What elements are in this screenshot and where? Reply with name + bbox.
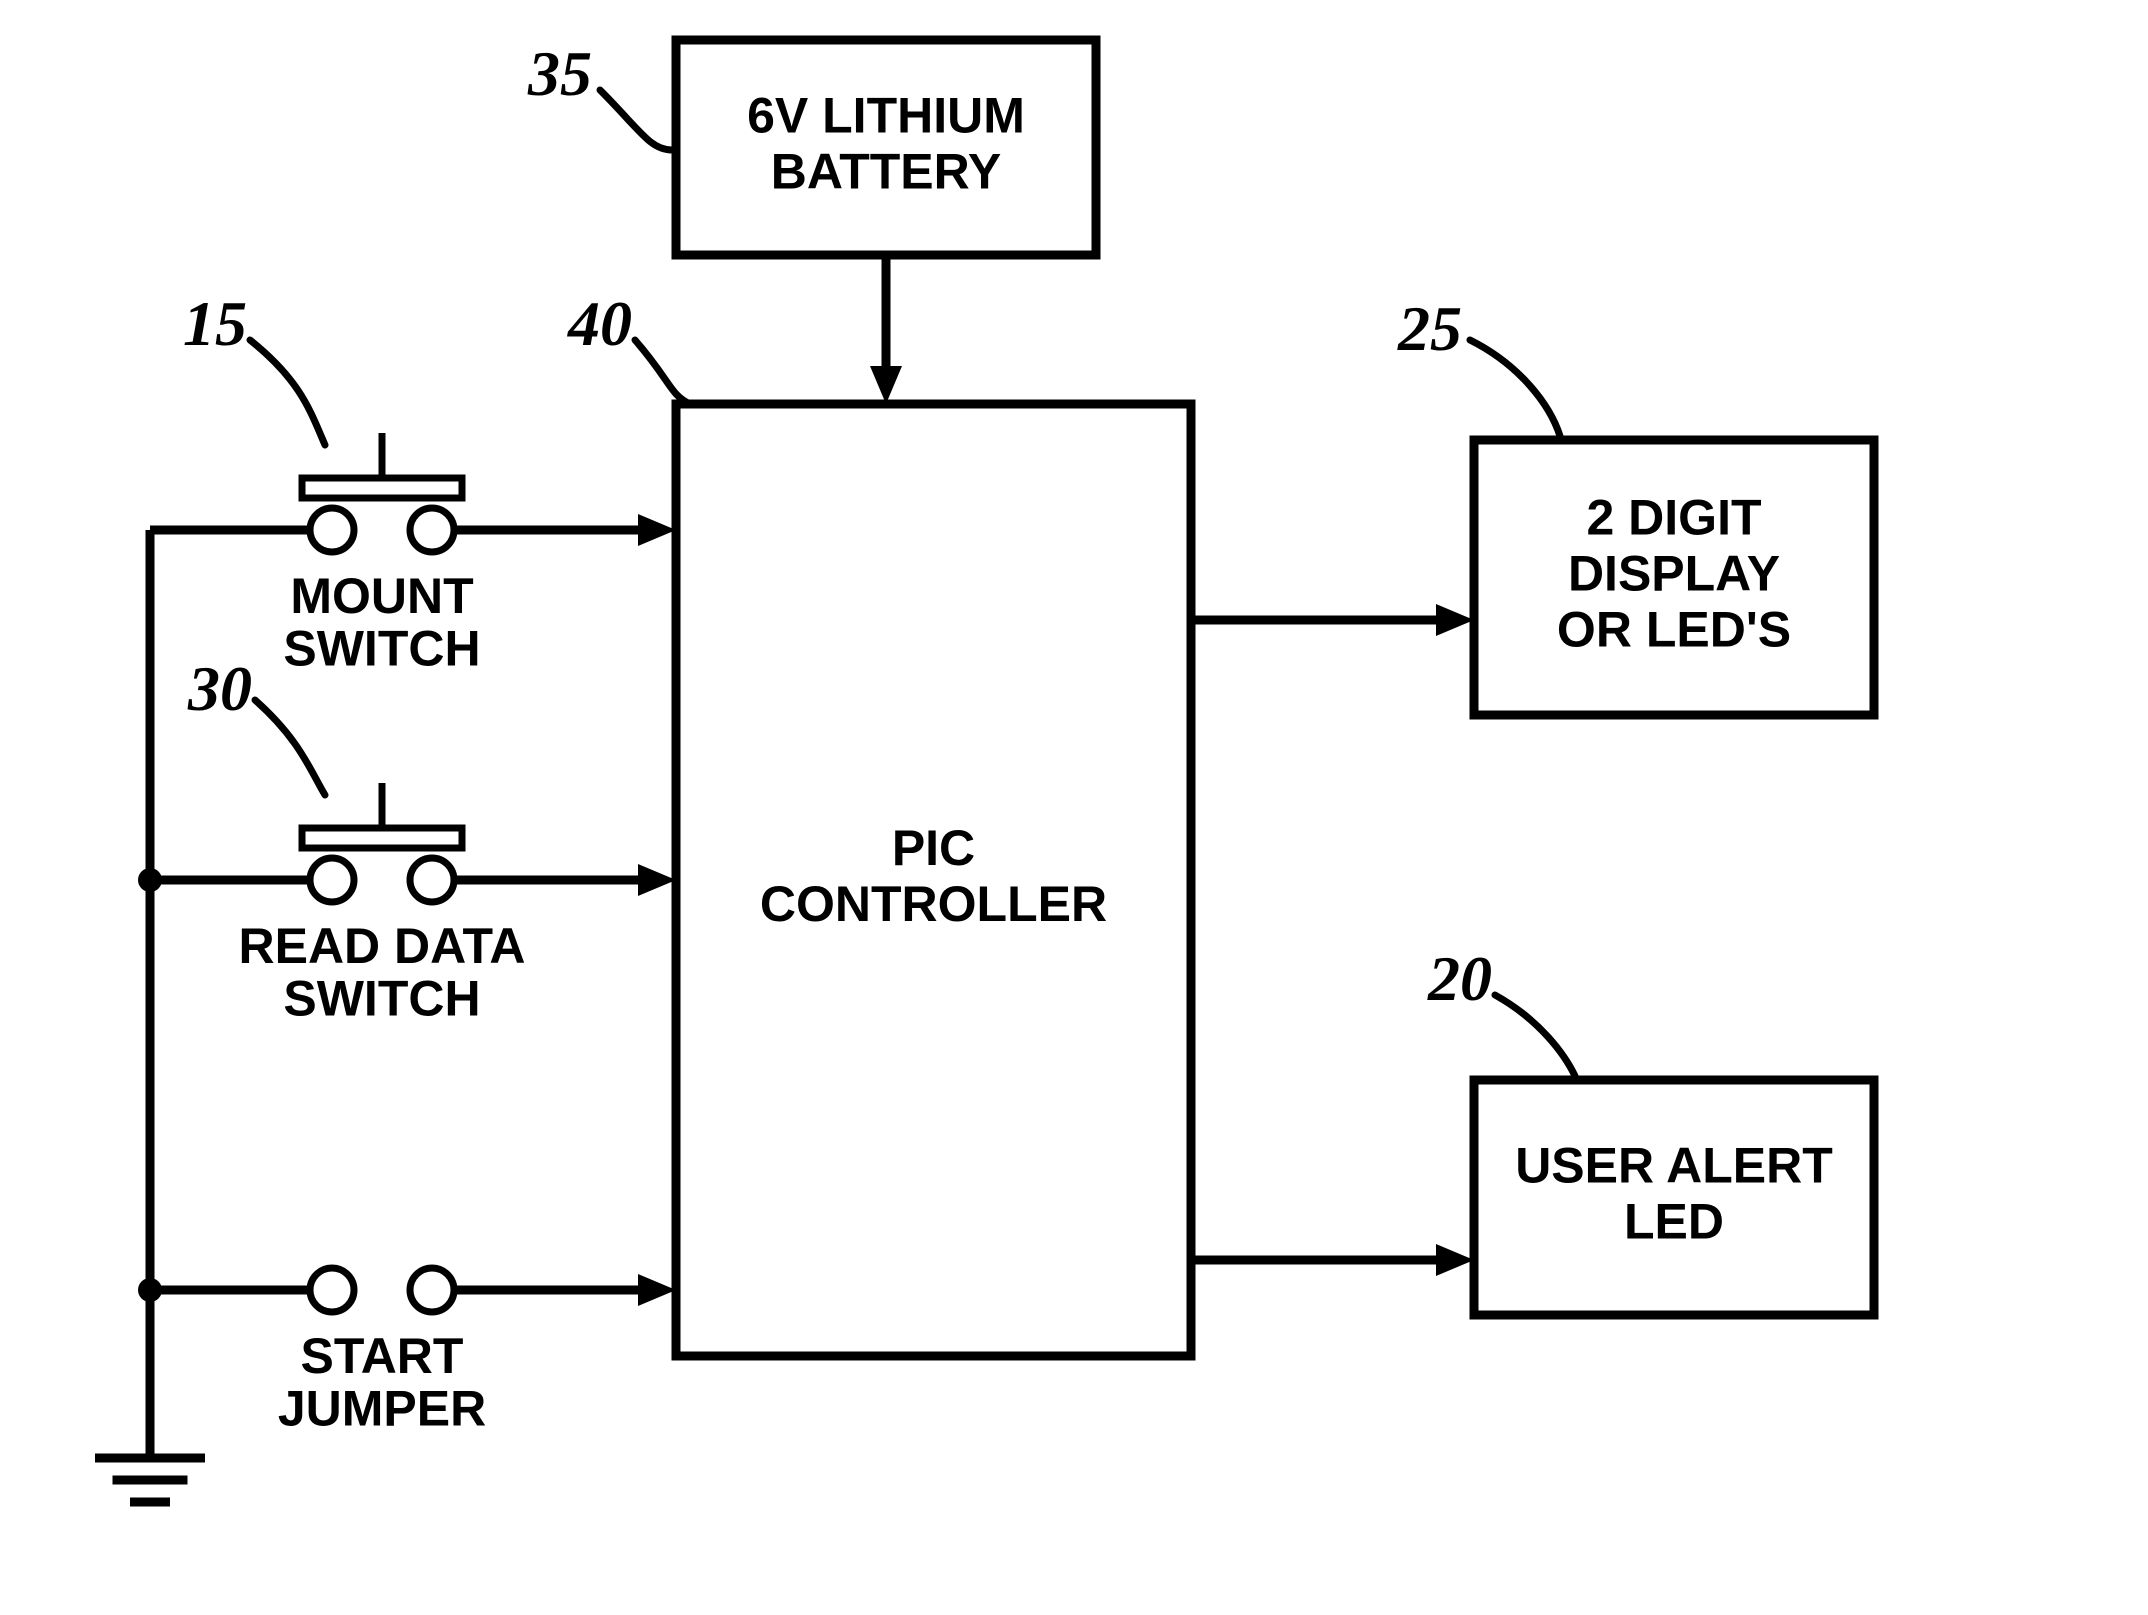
svg-text:SWITCH: SWITCH <box>283 621 480 677</box>
svg-text:40: 40 <box>567 288 632 359</box>
svg-text:15: 15 <box>183 288 247 359</box>
svg-text:SWITCH: SWITCH <box>283 971 480 1027</box>
svg-text:OR LED'S: OR LED'S <box>1557 602 1791 658</box>
svg-text:25: 25 <box>1397 293 1462 364</box>
svg-text:DISPLAY: DISPLAY <box>1568 546 1780 602</box>
svg-text:35: 35 <box>527 38 592 109</box>
svg-text:2 DIGIT: 2 DIGIT <box>1586 490 1761 546</box>
svg-text:START: START <box>301 1328 464 1384</box>
svg-text:MOUNT: MOUNT <box>290 568 473 624</box>
svg-text:JUMPER: JUMPER <box>278 1381 486 1437</box>
svg-text:USER ALERT: USER ALERT <box>1515 1138 1833 1194</box>
svg-text:20: 20 <box>1427 943 1492 1014</box>
svg-text:BATTERY: BATTERY <box>771 144 1002 200</box>
svg-text:CONTROLLER: CONTROLLER <box>760 876 1107 932</box>
svg-text:LED: LED <box>1624 1194 1724 1250</box>
svg-text:30: 30 <box>187 653 252 724</box>
svg-text:6V LITHIUM: 6V LITHIUM <box>747 88 1025 144</box>
svg-text:PIC: PIC <box>892 820 975 876</box>
svg-text:READ DATA: READ DATA <box>238 918 525 974</box>
